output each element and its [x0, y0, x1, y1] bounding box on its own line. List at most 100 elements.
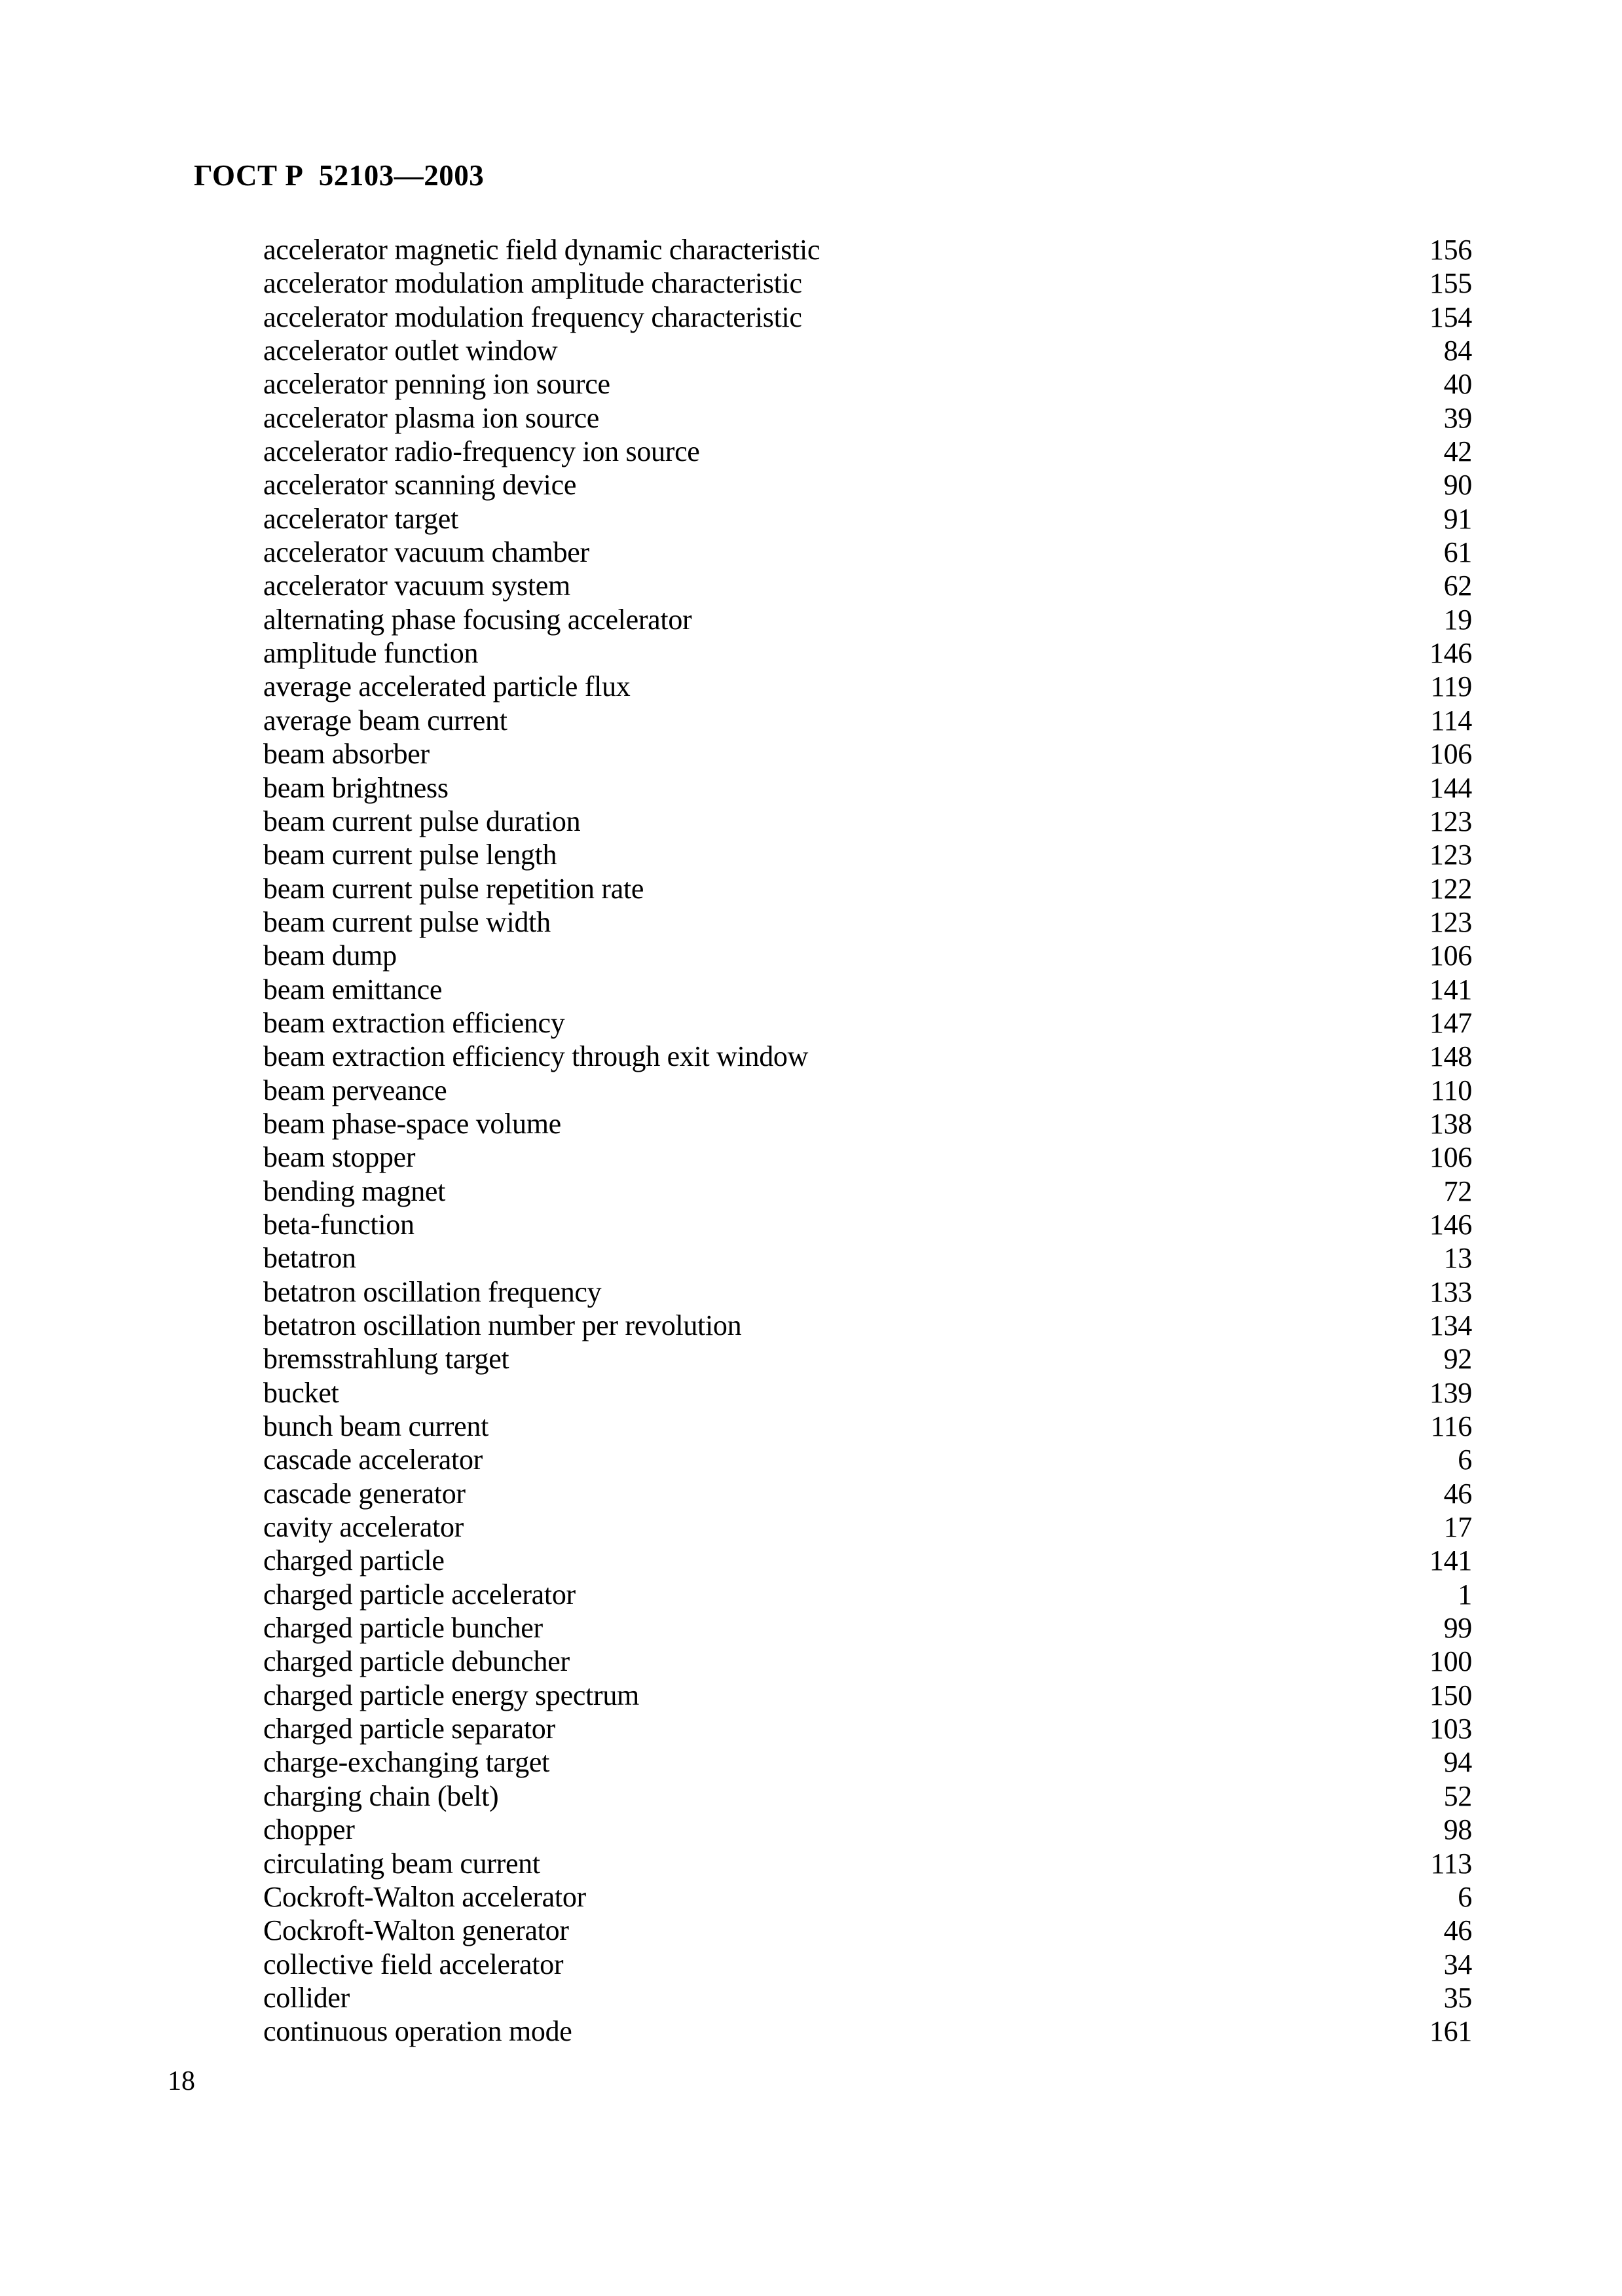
index-entry-row: beam stopper 106 — [263, 1140, 1472, 1174]
index-entry-row: accelerator vacuum chamber 61 — [263, 536, 1472, 569]
index-entry-row: beam current pulse duration 123 — [263, 805, 1472, 838]
index-entry-page-number: 90 — [1443, 469, 1473, 501]
index-entry-term: cavity accelerator — [263, 1511, 464, 1544]
index-entry-term: beam brightness — [263, 771, 449, 804]
index-entry-row: beam emittance 141 — [263, 973, 1472, 1006]
index-entry-page-number: 113 — [1430, 1847, 1473, 1880]
index-entry-page-number: 94 — [1443, 1746, 1473, 1779]
index-entry-page-number: 123 — [1429, 805, 1472, 837]
index-entry-term: beam current pulse width — [263, 905, 551, 938]
index-entry-page-number: 62 — [1443, 570, 1473, 602]
index-entry-term: beam stopper — [263, 1141, 416, 1174]
index-entry-row: cavity accelerator 17 — [263, 1510, 1472, 1544]
index-entry-page-number: 106 — [1429, 939, 1472, 972]
index-entry-row: bending magnet 72 — [263, 1175, 1472, 1208]
index-entry-term: beam current pulse duration — [263, 805, 581, 837]
standard-code-header: ГОСТ Р 52103—2003 — [194, 159, 485, 192]
index-entry-page-number: 103 — [1429, 1713, 1472, 1745]
index-entry-page-number: 34 — [1443, 1948, 1473, 1980]
index-entry-page-number: 35 — [1443, 1981, 1473, 2014]
index-entry-page-number: 6 — [1458, 1444, 1472, 1476]
index-entry-page-number: 91 — [1443, 502, 1473, 535]
index-entry-row: alternating phase focusing accelerator 19 — [263, 603, 1472, 636]
index-entry-page-number: 156 — [1429, 234, 1472, 266]
index-entry-page-number: 6 — [1458, 1880, 1472, 1913]
index-entry-term: bucket — [263, 1376, 339, 1409]
index-entry-term: cascade accelerator — [263, 1444, 483, 1476]
index-entry-page-number: 134 — [1429, 1309, 1472, 1341]
index-entry-page-number: 17 — [1443, 1511, 1473, 1544]
index-entry-page-number: 106 — [1429, 738, 1472, 771]
index-entry-row: beam dump 106 — [263, 939, 1472, 972]
index-entry-row: charge-exchanging target 94 — [263, 1745, 1472, 1779]
index-entry-row: collider 35 — [263, 1981, 1472, 2014]
index-entry-row: accelerator scanning device 90 — [263, 468, 1472, 501]
index-entry-page-number: 46 — [1443, 1477, 1473, 1510]
index-entry-term: beam perveance — [263, 1074, 447, 1106]
index-entry-page-number: 141 — [1429, 1544, 1472, 1577]
index-entry-term: accelerator target — [263, 502, 458, 535]
index-entry-row: charged particle debuncher 100 — [263, 1645, 1472, 1678]
index-entry-row: beam current pulse width 123 — [263, 905, 1472, 939]
index-entry-term: alternating phase focusing accelerator — [263, 603, 692, 636]
index-entry-row: Cockroft-Walton accelerator 6 — [263, 1880, 1472, 1914]
index-entry-row: continuous operation mode 161 — [263, 2014, 1472, 2048]
index-entry-row: beam phase-space volume 138 — [263, 1107, 1472, 1140]
index-entry-row: accelerator magnetic field dynamic chara… — [263, 233, 1472, 266]
index-entry-row: cascade accelerator 6 — [263, 1443, 1472, 1476]
index-entry-page-number: 146 — [1429, 1208, 1472, 1241]
index-entry-row: beam current pulse length 123 — [263, 838, 1472, 871]
index-entry-row: amplitude function 146 — [263, 636, 1472, 670]
index-entry-row: accelerator plasma ion source 39 — [263, 401, 1472, 435]
index-entry-page-number: 106 — [1429, 1141, 1472, 1174]
index-entry-page-number: 19 — [1443, 603, 1473, 636]
index-entry-term: accelerator modulation frequency charact… — [263, 301, 802, 333]
index-entry-term: accelerator scanning device — [263, 469, 577, 501]
index-entry-row: beam extraction efficiency through exit … — [263, 1040, 1472, 1073]
index-entry-term: charged particle — [263, 1544, 445, 1577]
index-entry-term: accelerator modulation amplitude charact… — [263, 267, 802, 300]
index-entry-row: beam perveance 110 — [263, 1074, 1472, 1107]
index-entry-term: beam current pulse length — [263, 839, 557, 871]
index-entry-page-number: 123 — [1429, 839, 1472, 871]
index-entry-page-number: 144 — [1429, 771, 1472, 804]
index-entry-term: charge-exchanging target — [263, 1746, 550, 1779]
index-entry-term: bending magnet — [263, 1175, 446, 1207]
index-entry-term: accelerator magnetic field dynamic chara… — [263, 234, 820, 266]
index-entry-term: charged particle energy spectrum — [263, 1679, 639, 1711]
index-entry-page-number: 147 — [1429, 1006, 1472, 1039]
index-entry-page-number: 61 — [1443, 536, 1473, 569]
index-entry-page-number: 133 — [1429, 1275, 1472, 1308]
index-entry-term: beam extraction efficiency — [263, 1006, 565, 1039]
index-entry-page-number: 1 — [1458, 1578, 1472, 1611]
index-entry-term: circulating beam current — [263, 1847, 540, 1880]
index-entry-row: bunch beam current 116 — [263, 1410, 1472, 1443]
index-entry-page-number: 92 — [1443, 1343, 1473, 1376]
index-entry-page-number: 84 — [1443, 335, 1473, 367]
index-entry-term: accelerator vacuum system — [263, 570, 570, 602]
index-entry-row: charged particle accelerator 1 — [263, 1578, 1472, 1611]
index-entry-term: beam extraction efficiency through exit … — [263, 1040, 809, 1073]
index-entry-term: bunch beam current — [263, 1410, 489, 1443]
index-entry-page-number: 52 — [1443, 1779, 1473, 1812]
index-entry-row: charged particle buncher 99 — [263, 1611, 1472, 1645]
index-entry-page-number: 141 — [1429, 973, 1472, 1006]
index-entry-row: bucket 139 — [263, 1376, 1472, 1410]
index-entry-row: average beam current 114 — [263, 704, 1472, 737]
index-entry-page-number: 42 — [1443, 435, 1473, 468]
index-entry-row: charged particle energy spectrum 150 — [263, 1679, 1472, 1712]
index-entry-page-number: 110 — [1430, 1074, 1473, 1106]
footer-page-number: 18 — [168, 2066, 195, 2096]
index-entry-page-number: 148 — [1429, 1040, 1472, 1073]
index-entry-row: chopper 98 — [263, 1813, 1472, 1846]
index-entry-term: accelerator vacuum chamber — [263, 536, 589, 569]
index-entry-term: chopper — [263, 1813, 355, 1846]
index-entry-term: beam emittance — [263, 973, 443, 1006]
index-entry-row: accelerator vacuum system 62 — [263, 569, 1472, 602]
index-entry-row: betatron oscillation number per revoluti… — [263, 1309, 1472, 1342]
index-entry-row: charging chain (belt) 52 — [263, 1779, 1472, 1813]
index-entry-term: charged particle debuncher — [263, 1645, 570, 1678]
index-entry-term: continuous operation mode — [263, 2015, 572, 2048]
index-entry-page-number: 122 — [1429, 872, 1472, 905]
index-entry-term: beam absorber — [263, 738, 430, 771]
